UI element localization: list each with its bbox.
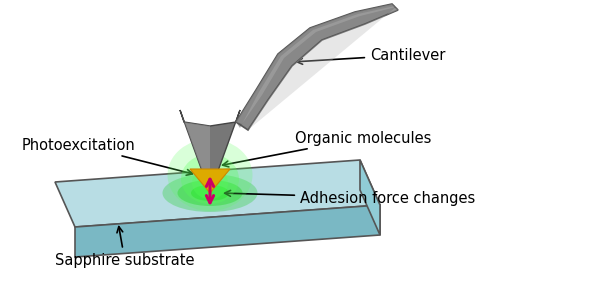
Ellipse shape	[163, 174, 257, 212]
Polygon shape	[360, 160, 380, 235]
Text: Cantilever: Cantilever	[296, 47, 445, 64]
Text: Sapphire substrate: Sapphire substrate	[55, 226, 194, 268]
Polygon shape	[180, 110, 210, 193]
Polygon shape	[180, 110, 240, 193]
Ellipse shape	[191, 185, 229, 201]
Ellipse shape	[192, 167, 228, 199]
Ellipse shape	[167, 139, 253, 211]
Polygon shape	[190, 169, 230, 193]
Polygon shape	[236, 4, 398, 130]
Ellipse shape	[181, 154, 239, 204]
Polygon shape	[75, 205, 380, 257]
Text: Photoexcitation: Photoexcitation	[22, 137, 193, 175]
Text: Organic molecules: Organic molecules	[223, 131, 431, 167]
Polygon shape	[236, 4, 398, 130]
Polygon shape	[55, 160, 380, 227]
Text: Adhesion force changes: Adhesion force changes	[224, 190, 475, 206]
Ellipse shape	[178, 180, 242, 206]
Polygon shape	[236, 4, 395, 128]
